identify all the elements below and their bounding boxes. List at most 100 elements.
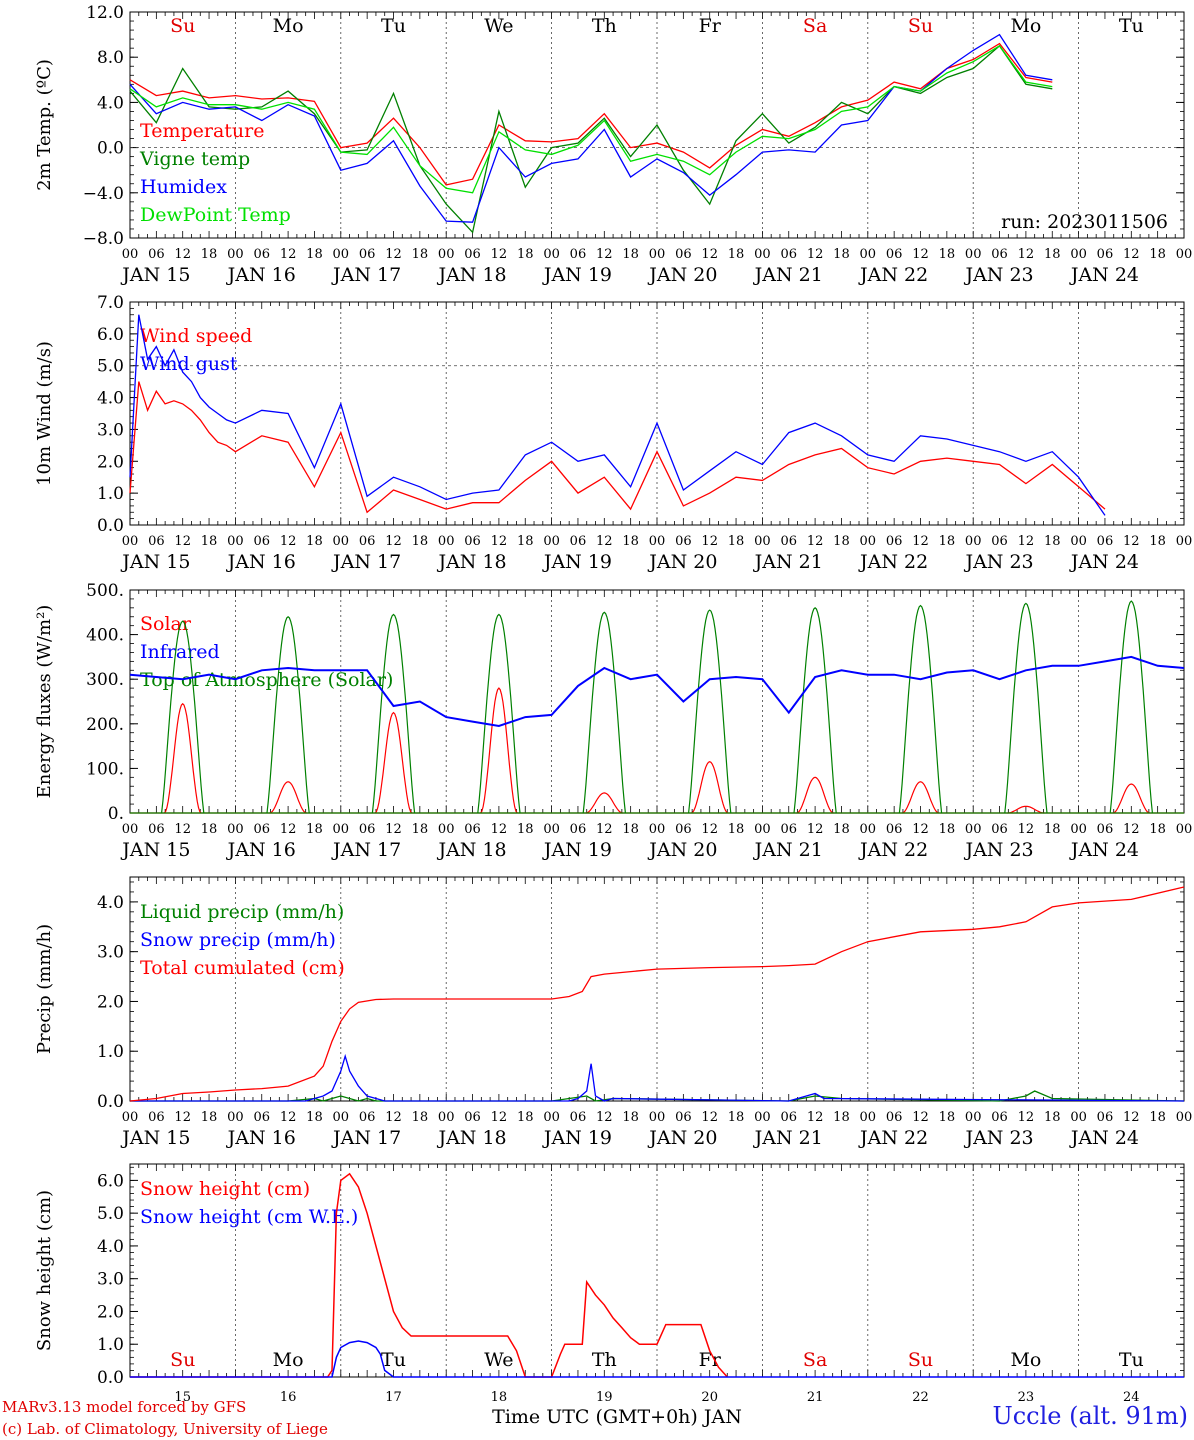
y-tick-label: 1.0 xyxy=(97,1042,124,1062)
hour-tick-label: 00 xyxy=(649,534,666,549)
legend-entry: Temperature xyxy=(140,120,264,142)
hour-tick-label: 18 xyxy=(201,1110,218,1125)
day-number-label: 18 xyxy=(491,1390,508,1405)
hour-tick-label: 06 xyxy=(464,247,481,262)
hour-tick-label: 12 xyxy=(385,534,402,549)
y-tick-label: 6.0 xyxy=(97,325,124,345)
hour-tick-label: 18 xyxy=(201,822,218,837)
hour-tick-label: 00 xyxy=(543,247,560,262)
weekday-label: Fr xyxy=(699,15,722,37)
y-tick-label: 3.0 xyxy=(97,1270,124,1290)
y-tick-label: 300. xyxy=(86,670,124,690)
hour-tick-label: 18 xyxy=(939,1110,956,1125)
hour-tick-label: 06 xyxy=(991,1110,1008,1125)
hour-tick-label: 00 xyxy=(333,534,350,549)
y-tick-label: 100. xyxy=(86,759,124,779)
hour-tick-label: 00 xyxy=(1070,822,1087,837)
hour-tick-label: 06 xyxy=(675,534,692,549)
hour-tick-label: 18 xyxy=(306,822,323,837)
hour-tick-label: 18 xyxy=(833,822,850,837)
y-tick-label: 8.0 xyxy=(97,48,124,68)
date-label: JAN 23 xyxy=(963,1127,1033,1149)
hour-tick-label: 00 xyxy=(965,534,982,549)
hour-tick-label: 12 xyxy=(491,534,508,549)
hour-tick-label: 06 xyxy=(253,247,270,262)
hour-tick-label: 18 xyxy=(306,247,323,262)
hour-tick-label: 12 xyxy=(491,247,508,262)
panel-4: 4.0 3.0 2.0 1.0 0.0 Precip (mm/h) 00 06 12 18 JAN … xyxy=(34,876,1193,1149)
y-tick-label: 0.0 xyxy=(97,139,124,159)
y-tick-label: 0.0 xyxy=(97,1368,124,1388)
hour-tick-label: 06 xyxy=(359,1110,376,1125)
hour-tick-label: 00 xyxy=(860,247,877,262)
date-label: JAN 15 xyxy=(120,1127,190,1149)
hour-tick-label: 06 xyxy=(570,247,587,262)
hour-tick-label: 12 xyxy=(1123,1110,1140,1125)
hour-tick-label: 00 xyxy=(1176,534,1193,549)
y-tick-label: −8.0 xyxy=(83,229,124,249)
hour-tick-label: 00 xyxy=(965,822,982,837)
y-tick-label: 2.0 xyxy=(97,452,124,472)
hour-tick-label: 00 xyxy=(122,534,139,549)
y-tick-label: 0. xyxy=(108,804,124,824)
day-number-label: 17 xyxy=(385,1390,402,1405)
panel-2: 7.0 6.0 5.0 4.0 3.0 2.0 1.0 0.0 10m Wind (m/s) 00… xyxy=(34,293,1192,573)
hour-tick-label: 00 xyxy=(438,822,455,837)
hour-tick-label: 06 xyxy=(359,822,376,837)
series-line-2 xyxy=(129,314,1106,516)
weekday-label: Su xyxy=(170,15,195,37)
hour-tick-label: 00 xyxy=(438,534,455,549)
date-label: JAN 16 xyxy=(226,839,296,861)
date-label: JAN 19 xyxy=(542,264,612,286)
series-line-3 xyxy=(129,886,1185,1102)
series-toa-line xyxy=(161,600,1153,814)
date-label: JAN 18 xyxy=(436,1127,506,1149)
hour-tick-label: 12 xyxy=(701,534,718,549)
hour-tick-label: 12 xyxy=(701,822,718,837)
hour-tick-label: 18 xyxy=(412,534,429,549)
credit-model: MARv3.13 model forced by GFS xyxy=(2,1398,247,1416)
date-label: JAN 22 xyxy=(858,1127,928,1149)
hour-tick-label: 18 xyxy=(1044,534,1061,549)
hour-tick-label: 18 xyxy=(728,247,745,262)
date-label: JAN 18 xyxy=(436,839,506,861)
weekday-label: Su xyxy=(170,1349,195,1371)
hour-tick-label: 12 xyxy=(385,1110,402,1125)
y-axis-label: 2m Temp. (ºC) xyxy=(34,59,55,191)
hour-tick-label: 18 xyxy=(412,1110,429,1125)
y-axis-label: Snow height (cm) xyxy=(34,1190,55,1351)
hour-tick-label: 06 xyxy=(1097,534,1114,549)
hour-tick-label: 12 xyxy=(174,247,191,262)
hour-tick-label: 12 xyxy=(385,822,402,837)
y-tick-label: 4.0 xyxy=(97,389,124,409)
date-label: JAN 17 xyxy=(331,264,401,286)
hour-tick-label: 18 xyxy=(517,534,534,549)
hour-tick-label: 18 xyxy=(517,822,534,837)
hour-tick-label: 12 xyxy=(807,822,824,837)
date-label: JAN 15 xyxy=(120,839,190,861)
date-label: JAN 17 xyxy=(331,551,401,573)
y-tick-label: 1.0 xyxy=(97,484,124,504)
hour-tick-label: 12 xyxy=(912,822,929,837)
hour-tick-label: 18 xyxy=(517,247,534,262)
hour-tick-label: 00 xyxy=(333,822,350,837)
date-label: JAN 21 xyxy=(753,839,823,861)
weekday-label: Mo xyxy=(1010,1349,1041,1371)
hour-tick-label: 00 xyxy=(333,1110,350,1125)
series-line-4 xyxy=(129,45,1053,194)
hour-tick-label: 18 xyxy=(833,534,850,549)
date-label: JAN 19 xyxy=(542,551,612,573)
panel-1: 12.0 8.0 4.0 0.0 −4.0 −8.0 2m Temp. (ºC) 00 06 12… xyxy=(34,3,1192,286)
hour-tick-label: 12 xyxy=(596,534,613,549)
date-label: JAN 20 xyxy=(647,839,717,861)
y-tick-label: −4.0 xyxy=(83,184,124,204)
weekday-label: Th xyxy=(592,1349,617,1371)
hour-tick-label: 00 xyxy=(543,534,560,549)
hour-tick-label: 06 xyxy=(253,822,270,837)
day-number-label: 20 xyxy=(701,1390,718,1405)
hour-tick-label: 06 xyxy=(148,534,165,549)
hour-tick-label: 12 xyxy=(174,1110,191,1125)
legend-entry: Snow precip (mm/h) xyxy=(140,929,336,951)
hour-tick-label: 18 xyxy=(1149,822,1166,837)
hour-tick-label: 00 xyxy=(1176,1110,1193,1125)
